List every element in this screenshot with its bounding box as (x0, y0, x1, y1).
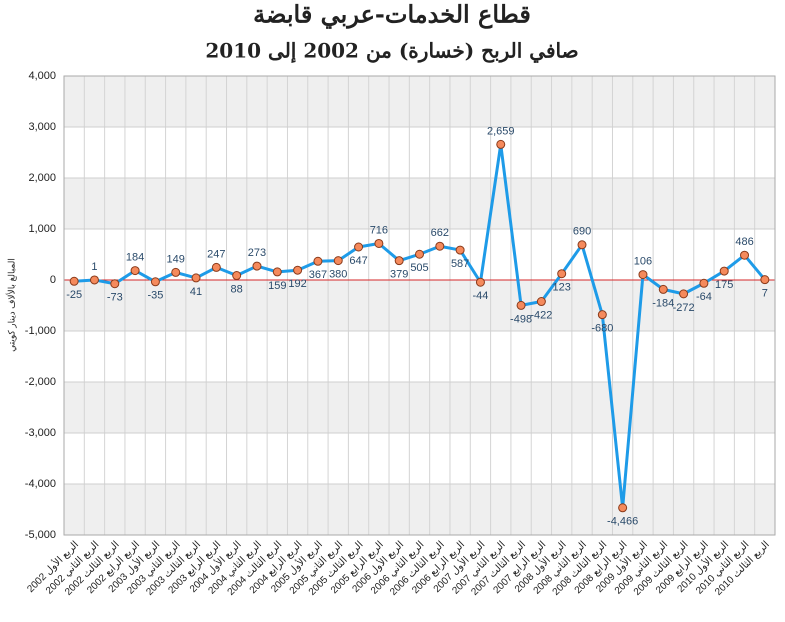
data-label: -422 (530, 309, 552, 321)
data-label: 192 (288, 278, 306, 290)
y-tick-label: -4,000 (25, 478, 56, 490)
y-tick-label: 4,000 (28, 70, 56, 82)
grid-band (64, 280, 775, 331)
data-label: -184 (652, 297, 674, 309)
data-label: 88 (231, 283, 243, 295)
marker (415, 249, 424, 259)
data-label: -64 (696, 291, 712, 303)
y-axis-title: المبالغ بالألاف دينار كويتي (5, 258, 17, 352)
marker (354, 242, 364, 252)
data-label: 380 (329, 269, 347, 281)
marker (252, 261, 262, 271)
data-label: -35 (147, 290, 163, 302)
data-label: 123 (553, 282, 571, 294)
marker (679, 289, 689, 299)
marker (557, 269, 567, 279)
data-label: -272 (673, 302, 695, 314)
marker (110, 279, 120, 289)
y-tick-label: 0 (50, 274, 56, 286)
data-label: 690 (573, 226, 591, 238)
marker (171, 267, 181, 277)
data-label: 41 (190, 286, 202, 298)
grid-band (64, 382, 775, 433)
data-label: 662 (431, 227, 449, 239)
data-label: 247 (207, 248, 225, 260)
data-label: 716 (370, 224, 388, 236)
marker (374, 238, 384, 248)
y-tick-label: -2,000 (25, 376, 56, 388)
data-label: 505 (410, 262, 428, 274)
data-label: 647 (349, 255, 367, 267)
chart-title: قطاع الخدمات-عربي قابضة (253, 0, 531, 30)
marker (638, 270, 648, 280)
data-label: -73 (107, 292, 123, 304)
marker (69, 276, 79, 286)
grid-band (64, 484, 775, 535)
y-tick-label: -3,000 (25, 427, 56, 439)
data-label: -498 (510, 313, 532, 325)
y-tick-label: 3,000 (28, 121, 56, 133)
data-label: 273 (248, 247, 266, 259)
data-label: 2,659 (487, 125, 515, 137)
y-tick-label: -1,000 (25, 325, 56, 337)
marker (536, 297, 546, 307)
y-tick-label: -5,000 (25, 529, 56, 541)
data-label: 106 (634, 256, 652, 268)
data-label: 367 (309, 269, 327, 281)
marker (740, 250, 750, 260)
data-label: -680 (591, 323, 613, 335)
marker (435, 241, 445, 251)
data-label: 184 (126, 252, 144, 264)
data-label: -4,466 (607, 516, 638, 528)
chart-subtitle: صافي الربح (خسارة) من 2002 إلى 2010 (205, 39, 578, 64)
marker (658, 284, 668, 294)
marker (232, 271, 242, 281)
marker (516, 300, 526, 310)
marker (577, 240, 587, 250)
marker (496, 139, 506, 149)
marker (130, 266, 140, 276)
marker (394, 256, 404, 266)
data-label: -44 (472, 290, 488, 302)
marker (293, 265, 303, 275)
y-tick-label: 1,000 (28, 223, 56, 235)
marker (455, 245, 465, 255)
data-label: 379 (390, 269, 408, 281)
marker (333, 256, 343, 266)
marker (597, 310, 607, 320)
grid-band (64, 76, 775, 127)
marker (191, 273, 201, 283)
marker (211, 262, 221, 272)
plot-border (63, 75, 776, 536)
data-label: 149 (167, 253, 185, 265)
data-label: 7 (762, 288, 768, 300)
y-tick-label: 2,000 (28, 172, 56, 184)
marker (150, 277, 160, 287)
marker (272, 267, 282, 277)
data-label: 175 (715, 279, 733, 291)
marker (760, 275, 770, 285)
grid-band (64, 178, 775, 229)
marker (618, 503, 628, 513)
marker (719, 266, 729, 276)
data-label: 1 (91, 261, 97, 273)
marker (475, 277, 485, 287)
data-label: -25 (66, 289, 82, 301)
data-label: 486 (735, 236, 753, 248)
data-label: 587 (451, 258, 469, 270)
marker (699, 278, 709, 288)
data-label: 159 (268, 280, 286, 292)
marker (89, 275, 99, 285)
marker (313, 256, 323, 266)
